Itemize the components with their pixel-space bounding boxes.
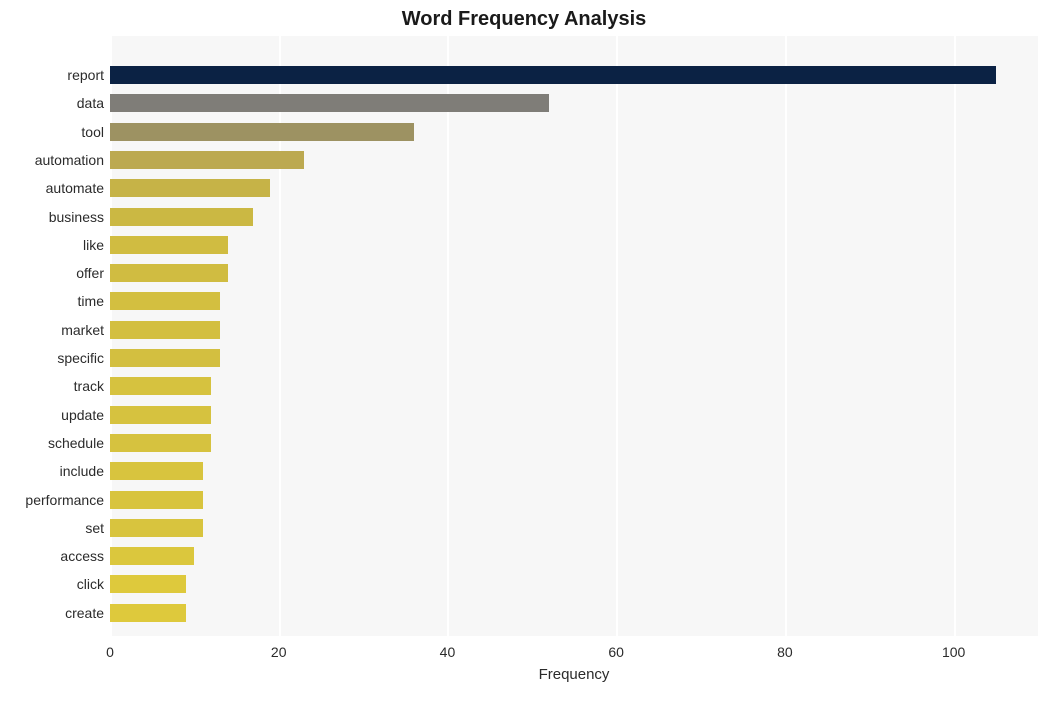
y-tick-label: data — [77, 95, 104, 111]
x-tick-label: 60 — [608, 644, 624, 660]
y-tick-label: specific — [57, 350, 104, 366]
bar-report — [110, 66, 996, 84]
bar-include — [110, 462, 203, 480]
y-tick-label: offer — [76, 265, 104, 281]
y-tick-label: include — [60, 463, 104, 479]
y-tick-label: update — [61, 407, 104, 423]
y-tick-label: track — [74, 378, 104, 394]
x-tick-label: 100 — [942, 644, 965, 660]
y-tick-label: business — [49, 209, 104, 225]
bar-performance — [110, 491, 203, 509]
bar-offer — [110, 264, 228, 282]
bar-set — [110, 519, 203, 537]
bar-automation — [110, 151, 304, 169]
bar-market — [110, 321, 220, 339]
x-tick-label: 40 — [440, 644, 456, 660]
x-tick-label: 20 — [271, 644, 287, 660]
plot-area: 020406080100reportdatatoolautomationauto… — [110, 36, 1038, 636]
y-tick-label: access — [60, 548, 104, 564]
bar-update — [110, 406, 211, 424]
bar-like — [110, 236, 228, 254]
y-tick-label: create — [65, 605, 104, 621]
bar-schedule — [110, 434, 211, 452]
bar-business — [110, 208, 253, 226]
bar-access — [110, 547, 194, 565]
bar-create — [110, 604, 186, 622]
x-tick-label: 80 — [777, 644, 793, 660]
y-tick-label: schedule — [48, 435, 104, 451]
gridline — [447, 36, 449, 636]
bar-automate — [110, 179, 270, 197]
y-tick-label: like — [83, 237, 104, 253]
bar-specific — [110, 349, 220, 367]
bar-click — [110, 575, 186, 593]
chart-container: Word Frequency Analysis 020406080100repo… — [0, 0, 1048, 701]
y-tick-label: performance — [25, 492, 104, 508]
y-tick-label: automate — [46, 180, 104, 196]
y-tick-label: report — [67, 67, 104, 83]
gridline — [785, 36, 787, 636]
bar-data — [110, 94, 549, 112]
y-tick-label: click — [77, 576, 104, 592]
y-tick-label: tool — [81, 124, 104, 140]
x-axis-label: Frequency — [539, 666, 610, 683]
chart-title: Word Frequency Analysis — [0, 8, 1048, 31]
bar-tool — [110, 123, 414, 141]
gridline — [616, 36, 618, 636]
y-tick-label: time — [78, 293, 104, 309]
y-tick-label: automation — [35, 152, 104, 168]
y-tick-label: set — [85, 520, 104, 536]
y-tick-label: market — [61, 322, 104, 338]
bar-track — [110, 377, 211, 395]
bar-time — [110, 292, 220, 310]
x-tick-label: 0 — [106, 644, 114, 660]
gridline — [954, 36, 956, 636]
